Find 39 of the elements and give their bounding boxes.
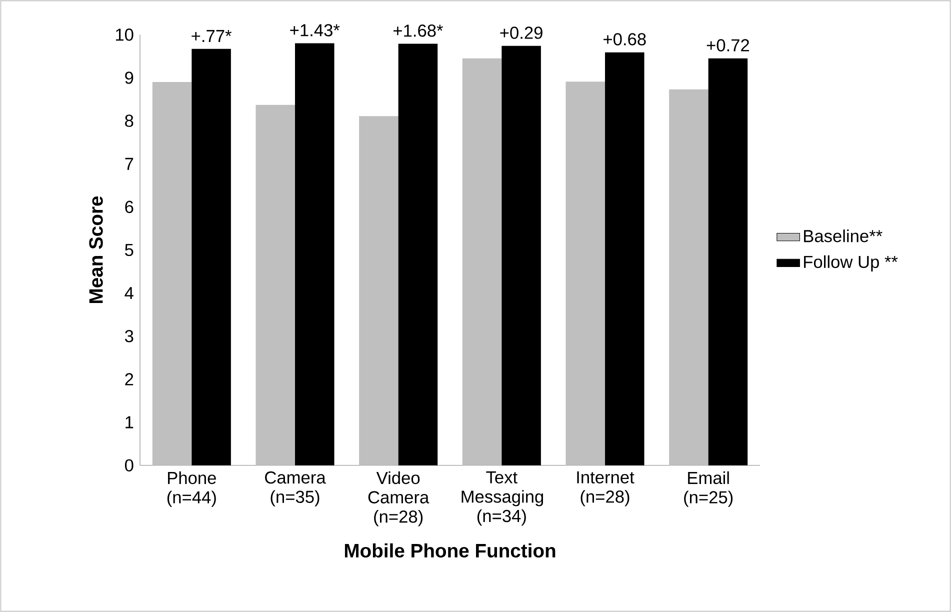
bar bbox=[359, 116, 398, 466]
bar bbox=[605, 52, 644, 466]
y-tick-label: 10 bbox=[116, 28, 134, 41]
annotation: +1.68* bbox=[394, 24, 443, 37]
y-tick-label: 9 bbox=[125, 72, 134, 84]
y-tick-label: 5 bbox=[125, 244, 134, 256]
bar bbox=[502, 46, 541, 466]
y-axis-title: Mean Score bbox=[89, 196, 103, 303]
y-tick-label: 2 bbox=[125, 373, 134, 386]
annotation: +0.29 bbox=[500, 26, 542, 39]
x-tick-label: Camera (n=35) bbox=[265, 471, 326, 506]
y-tick-label: 0 bbox=[124, 459, 134, 472]
annotation: +0.68 bbox=[604, 33, 646, 46]
bar bbox=[256, 104, 295, 466]
annotation: +.77* bbox=[192, 30, 232, 42]
y-tick-label: 3 bbox=[124, 330, 134, 342]
x-tick-label: Internet (n=28) bbox=[577, 471, 634, 506]
x-axis-title: Mobile Phone Function bbox=[344, 543, 556, 558]
x-tick-label: Email (n=25) bbox=[684, 471, 733, 507]
bar bbox=[152, 82, 192, 466]
bar bbox=[462, 58, 502, 466]
bar bbox=[708, 58, 748, 466]
legend-label: Follow Up ** bbox=[804, 255, 898, 272]
y-tick-label: 4 bbox=[124, 287, 134, 300]
bar bbox=[295, 43, 334, 466]
y-tick-label: 8 bbox=[125, 114, 134, 127]
annotation: +0.72 bbox=[706, 39, 750, 52]
y-tick-label: 1 bbox=[126, 416, 134, 428]
bar bbox=[192, 48, 231, 466]
annotation: +1.43* bbox=[290, 24, 340, 36]
bar bbox=[566, 82, 605, 466]
bar bbox=[398, 44, 438, 466]
x-tick-label: Text Messaging (n=34) bbox=[462, 471, 544, 526]
x-tick-label: Phone (n=44) bbox=[167, 471, 216, 507]
y-tick-label: 6 bbox=[125, 200, 134, 214]
x-tick-label: Video Camera (n=28) bbox=[368, 471, 430, 526]
legend-label: Baseline** bbox=[804, 230, 882, 242]
y-tick-label: 7 bbox=[125, 158, 134, 170]
bar bbox=[669, 89, 708, 466]
